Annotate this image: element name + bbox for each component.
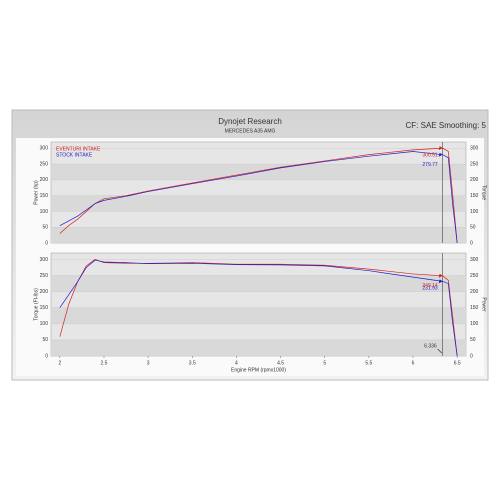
title: Dynojet Research	[218, 117, 282, 126]
y-axis-label: Power (hp)	[33, 180, 39, 205]
y-tick-label: 50	[42, 337, 48, 343]
grid-band	[51, 275, 466, 292]
y-tick-label: 100	[40, 209, 49, 215]
annotation-label: 279.77	[422, 162, 438, 168]
y2-tick-label: 0	[470, 353, 473, 359]
y2-tick-label: 250	[470, 161, 479, 167]
y-tick-label: 300	[40, 146, 49, 152]
x-tick-label: 2	[58, 360, 61, 366]
annotation-label: 300.51	[422, 152, 438, 158]
x-tick-label: 4	[235, 360, 238, 366]
grid-band	[51, 195, 466, 212]
series-line	[59, 151, 458, 244]
y2-tick-label: 200	[470, 289, 479, 295]
y2-tick-label: 250	[470, 273, 479, 279]
x-tick-label: 4.5	[277, 360, 284, 366]
y2-tick-label: 300	[470, 146, 479, 152]
series-line	[59, 259, 458, 357]
x-tick-label: 5	[323, 360, 326, 366]
y-tick-label: 250	[40, 161, 49, 167]
note: CF: SAE Smoothing: 5	[406, 121, 487, 130]
x-tick-label: 2.5	[101, 360, 108, 366]
annotation-label: 231.93	[422, 286, 438, 292]
plot-bg	[50, 141, 467, 244]
y-tick-label: 0	[45, 240, 48, 246]
series-line	[59, 259, 458, 357]
y2-tick-label: 50	[470, 337, 476, 343]
y2-tick-label: 150	[470, 193, 479, 199]
y-tick-label: 200	[40, 177, 49, 183]
y2-tick-label: 200	[470, 177, 479, 183]
grid-band	[51, 227, 466, 243]
x-tick-label: 5.5	[365, 360, 372, 366]
y-tick-label: 200	[40, 289, 49, 295]
y-axis-label: Torque (Ft-lbs)	[33, 288, 39, 321]
y2-tick-label: 150	[470, 305, 479, 311]
legend-entry: EVENTURI INTAKE	[56, 146, 101, 152]
annotation-marker	[438, 146, 443, 151]
subtitle: MERCEDES A35 AMG	[225, 128, 276, 134]
annotation-marker	[438, 273, 443, 278]
x-tick-label: 3	[147, 360, 150, 366]
y2-tick-label: 100	[470, 209, 479, 215]
cursor-label: 6.336	[424, 343, 437, 349]
y2-tick-label: 300	[470, 257, 479, 263]
y-tick-label: 300	[40, 257, 49, 263]
x-tick-label: 3.5	[189, 360, 196, 366]
y-tick-label: 150	[40, 193, 49, 199]
y2-tick-label: 100	[470, 321, 479, 327]
grid-band	[51, 339, 466, 356]
grid-band	[51, 307, 466, 324]
annotation-marker	[438, 152, 443, 157]
y2-tick-label: 0	[470, 240, 473, 246]
y2-axis-label: Power	[481, 297, 487, 312]
y-tick-label: 150	[40, 305, 49, 311]
y-tick-label: 250	[40, 273, 49, 279]
x-axis-label: Engine RPM (rpmx1000)	[231, 367, 286, 373]
cursor-arrow	[437, 348, 442, 354]
y-tick-label: 100	[40, 321, 49, 327]
y2-tick-label: 50	[470, 225, 476, 231]
y-tick-label: 0	[45, 353, 48, 359]
legend-entry: STOCK INTAKE	[56, 152, 93, 158]
y2-axis-label: Torque	[481, 185, 487, 201]
plot-bg	[50, 252, 467, 357]
series-line	[59, 147, 458, 244]
y-tick-label: 50	[42, 225, 48, 231]
x-tick-label: 6.5	[454, 360, 461, 366]
annotation-label: 249.14	[422, 283, 438, 289]
x-tick-label: 6	[412, 360, 415, 366]
annotation-marker	[438, 279, 443, 284]
